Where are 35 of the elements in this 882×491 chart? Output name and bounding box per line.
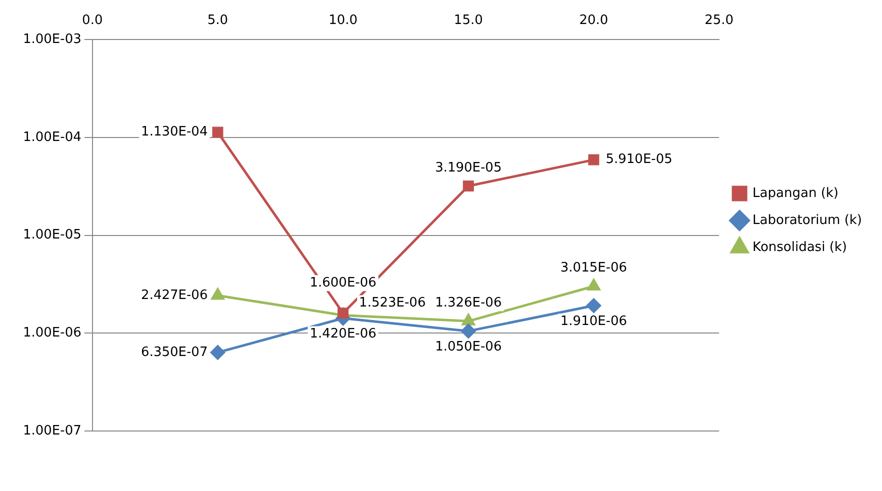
point (588, 154, 600, 166)
x-tick-label: 25.0 (704, 13, 734, 28)
y-tick-label: 1.00E-07 (22, 423, 82, 438)
y-tick-label: 1.00E-05 (22, 228, 82, 243)
point (462, 180, 474, 192)
y-tick-label: 1.00E-03 (22, 32, 82, 47)
data-label: 2.427E-06 (141, 288, 208, 303)
x-tick-label: 5.0 (207, 13, 228, 28)
x-tick-label: 0.0 (82, 13, 103, 28)
data-label: 1.326E-06 (435, 296, 502, 311)
data-label: 3.190E-05 (435, 160, 502, 176)
y-tick-label: 1.00E-06 (22, 326, 82, 341)
legend-label: Lapangan (k) (752, 186, 838, 201)
x-tick-label: 10.0 (328, 13, 358, 28)
data-label: 1.050E-06 (435, 339, 502, 354)
point (212, 126, 224, 138)
point (586, 298, 601, 313)
y-tick-label: 1.00E-04 (22, 130, 82, 145)
point (461, 324, 476, 338)
data-label: 1.910E-06 (560, 314, 628, 330)
point (210, 345, 225, 360)
point (587, 279, 600, 290)
x-tick-label: 15.0 (454, 13, 483, 28)
legend-label: Konsolidasi (k) (752, 240, 847, 255)
point (462, 314, 475, 326)
x-tick-label: 20.0 (579, 13, 608, 28)
data-label: 1.420E-06 (310, 326, 376, 342)
data-label: 1.130E-04 (141, 124, 208, 140)
legend-label: Laboratorium (k) (752, 212, 862, 228)
point (211, 288, 224, 300)
data-label: 6.350E-07 (141, 344, 208, 360)
data-label: 5.910E-05 (606, 152, 672, 168)
data-label: 3.015E-06 (560, 260, 628, 276)
data-label: 1.600E-06 (310, 276, 376, 291)
data-label: 1.523E-06 (359, 296, 426, 311)
